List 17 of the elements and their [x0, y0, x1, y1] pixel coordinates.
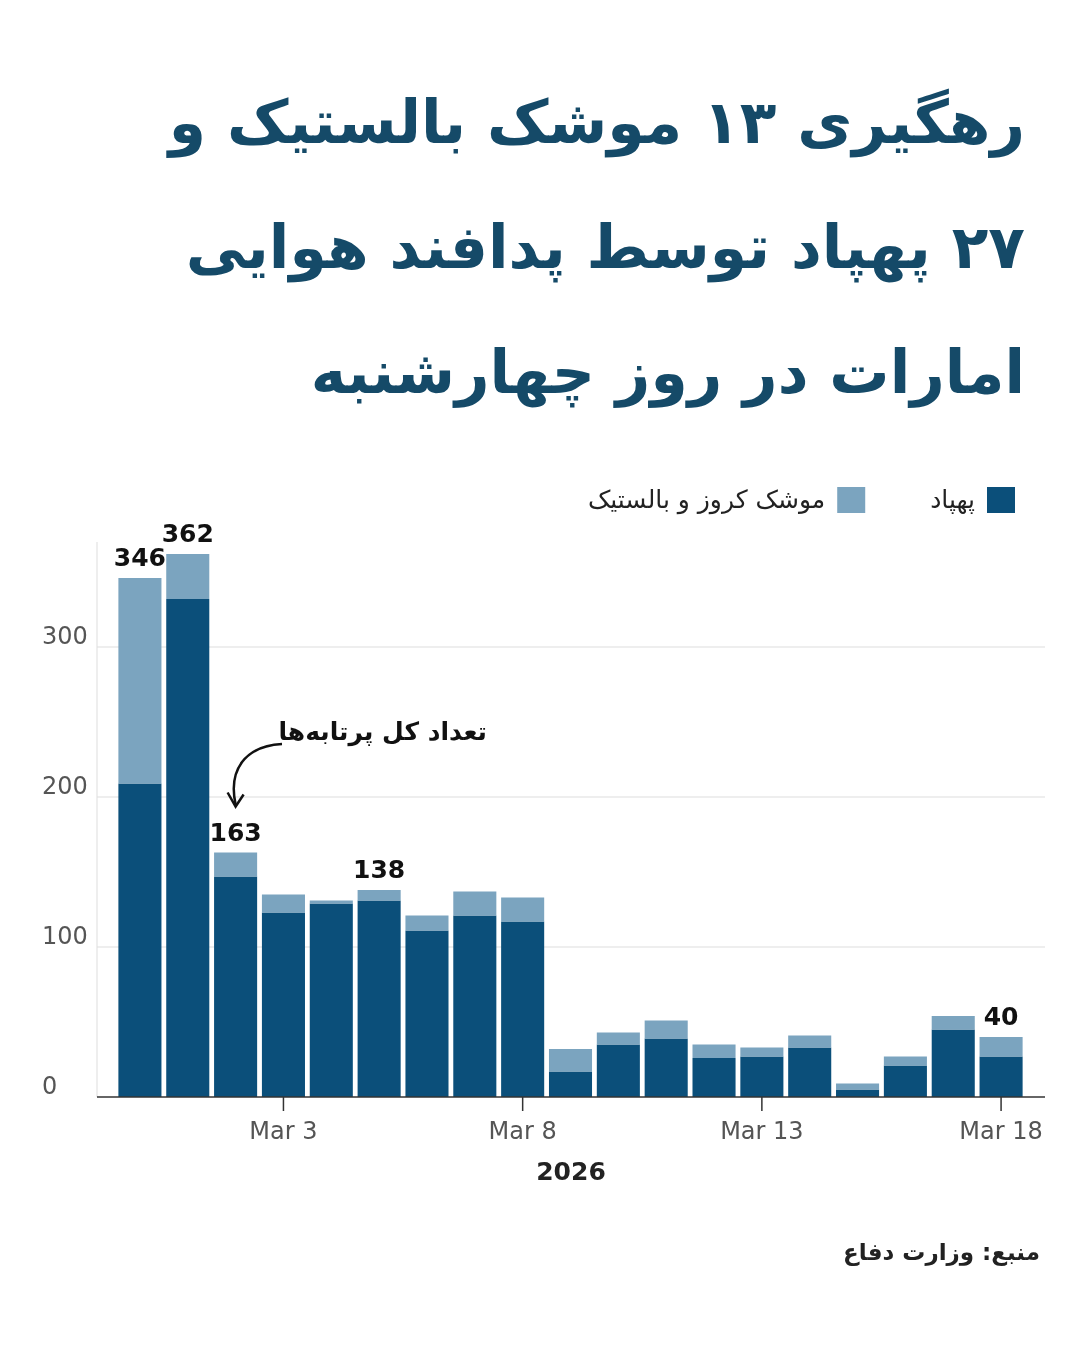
total-label: 40: [983, 1002, 1019, 1031]
total-label: 138: [353, 855, 406, 884]
x-axis-title: 2026: [536, 1157, 606, 1186]
x-tick-label: Mar 3: [249, 1117, 318, 1145]
text: منبع: وزارت دفاع: [843, 1239, 1040, 1266]
y-tick-label: 300: [42, 622, 88, 650]
chart-title: رهگیری ۱۳ موشک بالستیک و ۲۷ پهپاد توسط پدافند هوایی امارات در روز چهارشنبه: [165, 86, 1025, 410]
total-label: 163: [209, 817, 262, 847]
y-tick-label: 100: [42, 922, 88, 950]
y-tick-label: 0: [42, 1072, 58, 1100]
x-tick-label: Mar 18: [959, 1117, 1043, 1145]
legend-label: موشک کروز و بالستیک: [587, 485, 826, 515]
annotation: تعداد کل پرتابه‌ها: [278, 717, 487, 747]
legend-label: پهپاد: [930, 485, 976, 515]
x-tick-label: Mar 8: [488, 1117, 557, 1145]
y-tick-label: 200: [42, 772, 88, 800]
x-tick-label: Mar 13: [720, 1117, 804, 1145]
